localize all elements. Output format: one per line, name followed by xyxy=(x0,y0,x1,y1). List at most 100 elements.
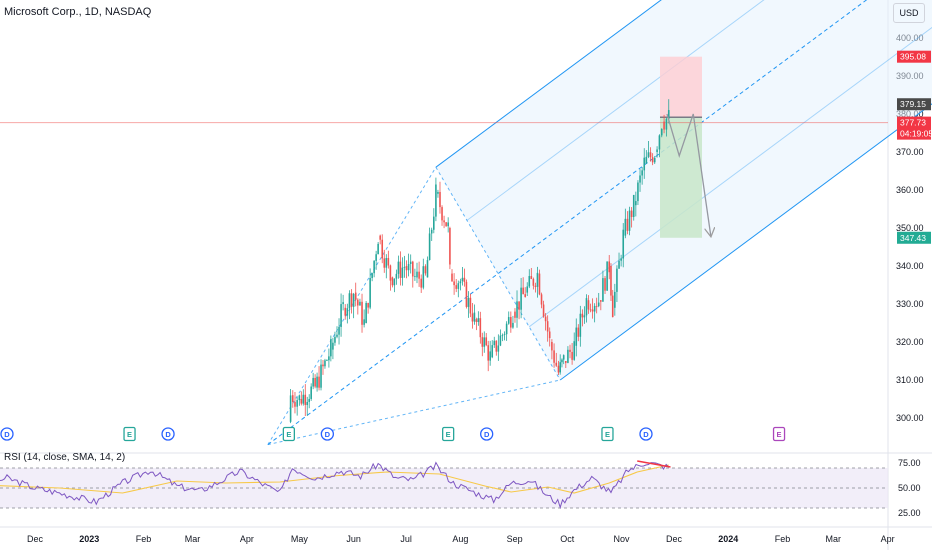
candle-body xyxy=(397,261,400,274)
time-tick-label: 2024 xyxy=(718,534,738,544)
candle-body xyxy=(399,261,402,278)
candle-body xyxy=(526,286,529,293)
candle-body xyxy=(551,342,553,351)
candle-body xyxy=(365,302,367,323)
candle-body xyxy=(391,277,394,286)
candle-body xyxy=(565,361,567,363)
candle-body xyxy=(424,266,427,274)
candle-body xyxy=(651,157,654,163)
candle-body xyxy=(451,273,453,282)
event-marker-label: E xyxy=(286,430,291,439)
candle-body xyxy=(611,295,614,318)
candle-body xyxy=(314,377,316,387)
candle-body xyxy=(342,302,344,305)
candle-body xyxy=(620,258,622,261)
candle-body xyxy=(503,334,506,335)
price-label-text: 395.08 xyxy=(900,52,926,62)
candle-body xyxy=(361,301,363,325)
candle-body xyxy=(395,273,398,279)
candle-body xyxy=(567,349,569,363)
dividend-marker xyxy=(320,427,335,441)
event-marker-label: E xyxy=(605,430,610,439)
candle-body xyxy=(326,360,328,362)
candle-body xyxy=(330,339,332,357)
candle-body xyxy=(411,261,414,277)
earnings-marker xyxy=(282,426,295,442)
candle-body xyxy=(487,345,490,361)
dividend-marker xyxy=(480,427,494,441)
rsi-indicator-label: RSI (14, close, SMA, 14, 2) xyxy=(4,452,126,463)
candle-body xyxy=(344,307,347,316)
candle-body xyxy=(291,395,294,402)
candle-body xyxy=(426,260,429,278)
candle-body xyxy=(491,345,494,358)
time-tick-label: Nov xyxy=(613,534,630,544)
candle-body xyxy=(393,278,396,286)
candle-body xyxy=(587,300,590,310)
candle-body xyxy=(534,285,537,287)
candle-body xyxy=(493,340,496,346)
price-label-text: 347.43 xyxy=(900,233,926,243)
candle-body xyxy=(385,258,388,268)
time-tick-label: Jun xyxy=(346,534,361,544)
candle-body xyxy=(418,271,420,279)
candle-body xyxy=(289,395,292,422)
candle-body xyxy=(665,118,668,130)
take-profit-zone xyxy=(659,117,703,238)
candle-body xyxy=(561,359,563,363)
candle-body xyxy=(626,218,629,231)
candle-body xyxy=(602,278,604,302)
candle-body xyxy=(501,335,504,337)
candle-body xyxy=(585,298,588,316)
earnings-marker xyxy=(772,426,786,442)
event-marker-label: D xyxy=(643,430,649,439)
time-tick-label: 2023 xyxy=(79,534,99,544)
candle-body xyxy=(538,273,541,295)
candle-body xyxy=(548,331,551,339)
candle-body xyxy=(409,261,412,265)
candle-body xyxy=(338,326,340,335)
candle-body xyxy=(310,386,312,399)
earnings-marker xyxy=(442,426,455,442)
candle-body xyxy=(477,318,480,323)
candle-body xyxy=(422,266,425,288)
candle-body xyxy=(377,243,379,255)
candle-body xyxy=(441,207,443,221)
candle-body xyxy=(544,316,547,322)
candle-body xyxy=(597,302,600,307)
price-tick-label: 370.00 xyxy=(896,147,924,157)
currency-button[interactable]: USD xyxy=(893,3,925,23)
pitchfork-inner xyxy=(466,0,765,221)
candle-body xyxy=(643,157,646,171)
candle-body xyxy=(318,376,320,388)
candle-body xyxy=(459,281,462,284)
candle-body xyxy=(437,191,439,194)
candle-body xyxy=(371,273,373,279)
candle-body xyxy=(316,376,318,388)
candle-body xyxy=(581,313,584,318)
candle-body xyxy=(540,294,543,305)
candle-body xyxy=(632,194,635,217)
candle-body xyxy=(635,201,637,206)
candle-body xyxy=(604,278,606,291)
candle-body xyxy=(387,258,390,266)
candle-body xyxy=(407,264,410,271)
candle-body xyxy=(359,301,361,306)
candle-body xyxy=(628,210,631,231)
price-label-box xyxy=(897,116,931,129)
candle-body xyxy=(354,292,357,300)
candle-body xyxy=(348,293,351,309)
candle-body xyxy=(369,278,371,308)
candle-body xyxy=(346,308,349,316)
candle-body xyxy=(336,334,338,337)
candle-body xyxy=(559,362,562,373)
candle-body xyxy=(536,272,539,287)
time-tick-label: Aug xyxy=(452,534,468,544)
candle-body xyxy=(300,399,303,404)
candle-body xyxy=(324,360,326,367)
candle-body xyxy=(499,335,502,346)
rsi-divergence-line xyxy=(637,460,671,468)
candle-body xyxy=(320,364,322,388)
candle-body xyxy=(445,222,447,227)
